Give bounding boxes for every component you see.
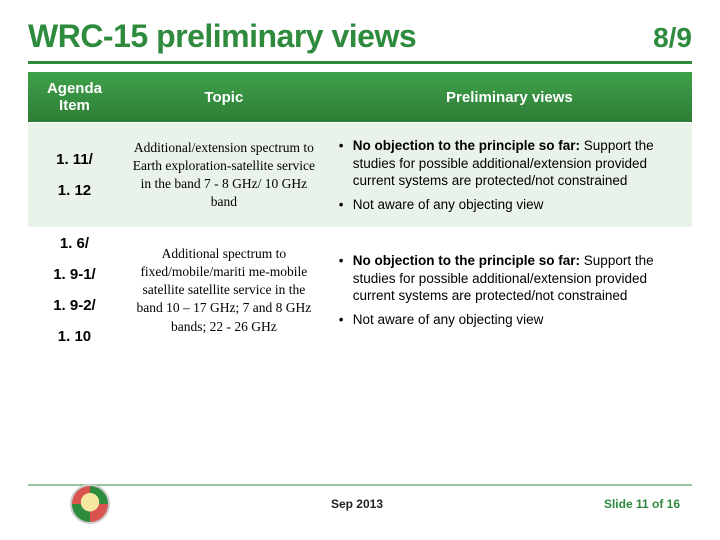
slide-number: Slide 11 of 16	[604, 497, 680, 511]
col-topic: Topic	[121, 72, 327, 123]
topic-cell: Additional/extension spectrum to Earth e…	[121, 123, 327, 228]
view-bullet: No objection to the principle so far: Su…	[339, 252, 684, 305]
agenda-item-cell: 1. 11/1. 12	[28, 123, 121, 228]
view-bullet: Not aware of any objecting view	[339, 196, 684, 214]
topic-cell: Additional spectrum to fixed/mobile/mari…	[121, 227, 327, 353]
org-logo-icon	[70, 484, 110, 524]
agenda-item-cell: 1. 6/1. 9-1/1. 9-2/1. 10	[28, 227, 121, 353]
views-table: Agenda Item Topic Preliminary views 1. 1…	[28, 72, 692, 353]
page-title: WRC-15 preliminary views	[28, 18, 416, 55]
col-preliminary-views: Preliminary views	[327, 72, 692, 123]
table-row: 1. 11/1. 12Additional/extension spectrum…	[28, 123, 692, 228]
page-counter: 8/9	[653, 22, 692, 54]
view-bullet: Not aware of any objecting view	[339, 311, 684, 329]
table-row: 1. 6/1. 9-1/1. 9-2/1. 10Additional spect…	[28, 227, 692, 353]
views-cell: No objection to the principle so far: Su…	[327, 123, 692, 228]
col-agenda-item: Agenda Item	[28, 72, 121, 123]
views-cell: No objection to the principle so far: Su…	[327, 227, 692, 353]
footer-date: Sep 2013	[331, 497, 383, 511]
view-bullet: No objection to the principle so far: Su…	[339, 137, 684, 190]
